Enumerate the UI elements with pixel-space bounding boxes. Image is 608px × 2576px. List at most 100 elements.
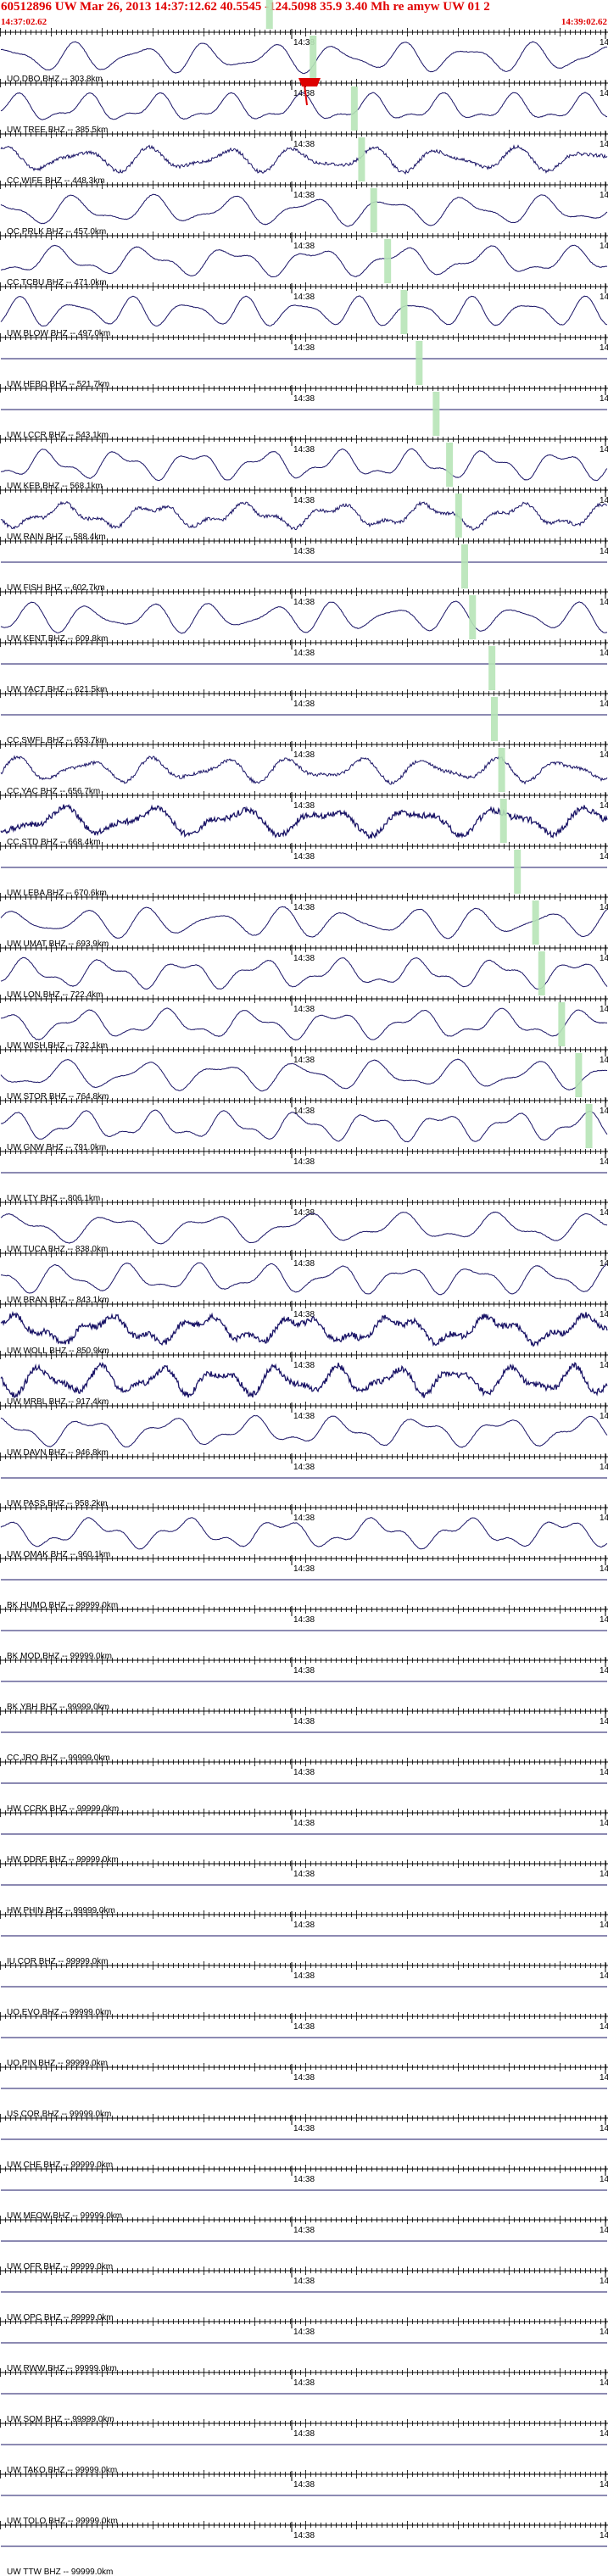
trace-ticks bbox=[0, 2012, 606, 2021]
end-time: 14:39:02.62 bbox=[561, 17, 607, 27]
station-label: CC TCBU BHZ -- 471.0km bbox=[7, 278, 107, 287]
station-label: UW OMAK BHZ -- 960.1km bbox=[7, 1550, 110, 1559]
time-label: 14:38 bbox=[293, 1208, 315, 1218]
pick-band bbox=[498, 748, 505, 792]
trace-ticks bbox=[0, 1096, 606, 1105]
time-label-right: 14 bbox=[600, 598, 608, 607]
waveform bbox=[0, 193, 608, 227]
time-label: 14:38 bbox=[293, 954, 315, 963]
time-label-right: 14 bbox=[600, 852, 608, 861]
time-label: 14:38 bbox=[293, 2022, 315, 2032]
station-label: BK YBH BHZ -- 99999.0km bbox=[7, 1703, 109, 1712]
trace-ticks bbox=[0, 1758, 606, 1766]
time-label-right: 14 bbox=[600, 2175, 608, 2184]
time-label-right: 14 bbox=[600, 2073, 608, 2083]
waveform bbox=[1, 448, 608, 482]
time-label-right: 14 bbox=[600, 1768, 608, 1777]
trace-ticks bbox=[0, 1198, 606, 1207]
time-label-right: 14 bbox=[600, 140, 608, 149]
station-label: UW HEBO BHZ -- 521.7km bbox=[7, 380, 109, 389]
time-label-right: 14 bbox=[600, 191, 608, 200]
time-label-right: 14 bbox=[600, 1056, 608, 1065]
station-label: UW FISH BHZ -- 602.7km bbox=[7, 583, 105, 593]
time-label-right: 14 bbox=[600, 1666, 608, 1676]
time-label-right: 14 bbox=[600, 1157, 608, 1167]
trace-ticks bbox=[0, 282, 606, 291]
time-label-right: 14 bbox=[600, 1564, 608, 1574]
time-label-right: 14 bbox=[600, 649, 608, 658]
time-label-right: 14 bbox=[600, 2226, 608, 2235]
time-label-right: 14 bbox=[600, 700, 608, 709]
pick-band bbox=[416, 341, 423, 385]
waveform bbox=[0, 1517, 608, 1550]
station-label: UW RAIN BHZ -- 588.4km bbox=[7, 532, 106, 542]
station-label: UW OFR BHZ -- 99999.0km bbox=[7, 2262, 113, 2272]
trace-ticks bbox=[0, 588, 606, 596]
pick-band bbox=[370, 188, 377, 232]
waveform bbox=[0, 500, 608, 532]
waveform bbox=[0, 1414, 608, 1448]
station-label: UW DAVN BHZ -- 946.8km bbox=[7, 1448, 109, 1458]
waveform bbox=[0, 244, 608, 278]
time-label-right: 14 bbox=[600, 1259, 608, 1268]
time-label: 14:38 bbox=[293, 903, 315, 912]
time-label-right: 14 bbox=[600, 1107, 608, 1116]
station-label: UW SQM BHZ -- 99999.0km bbox=[7, 2415, 114, 2424]
station-label: UW UMAT BHZ -- 693.9km bbox=[7, 940, 109, 949]
time-label: 14:38 bbox=[293, 1056, 315, 1065]
trace-ticks bbox=[0, 740, 606, 749]
trace-ticks bbox=[0, 638, 606, 647]
time-label: 14:38 bbox=[293, 2073, 315, 2083]
time-label: 14:38 bbox=[293, 191, 315, 200]
time-label-right: 14 bbox=[600, 38, 608, 47]
time-label-right: 14 bbox=[600, 1463, 608, 1472]
trace-ticks bbox=[0, 2165, 606, 2173]
station-label: UW PASS BHZ -- 958.2km bbox=[7, 1499, 108, 1508]
trace-ticks bbox=[0, 1554, 606, 1563]
waveform bbox=[0, 1109, 608, 1143]
station-label: CC JRO BHZ -- 99999.0km bbox=[7, 1754, 110, 1763]
time-label: 14:38 bbox=[293, 700, 315, 709]
station-label: UW MRBL BHZ -- 917.4km bbox=[7, 1397, 109, 1407]
time-label: 14:38 bbox=[293, 140, 315, 149]
record-header: 60512896 UW Mar 26, 2013 14:37:12.62 40.… bbox=[0, 0, 608, 32]
trace-ticks bbox=[0, 1605, 606, 1614]
station-label: HW CCRK BHZ -- 99999.0km bbox=[7, 1804, 119, 1814]
waveform bbox=[0, 956, 608, 990]
station-label: UW YACT BHZ -- 621.5km bbox=[7, 685, 107, 694]
time-label: 14:38 bbox=[293, 1768, 315, 1777]
station-label: UW OPC BHZ -- 99999.0km bbox=[7, 2313, 114, 2322]
time-label-right: 14 bbox=[600, 2378, 608, 2388]
time-label-right: 14 bbox=[600, 954, 608, 963]
time-label: 14:38 bbox=[293, 1310, 315, 1319]
pick-band bbox=[558, 1002, 566, 1046]
trace-ticks bbox=[0, 842, 606, 850]
pick-band bbox=[514, 850, 522, 894]
waveform bbox=[0, 1211, 608, 1245]
amplitude-marker bbox=[298, 78, 321, 86]
time-label-right: 14 bbox=[600, 1870, 608, 1879]
trace-ticks bbox=[0, 944, 606, 952]
time-label-right: 14 bbox=[600, 2480, 608, 2490]
time-label: 14:38 bbox=[293, 1870, 315, 1879]
time-label-right: 14 bbox=[600, 1208, 608, 1218]
trace-ticks bbox=[0, 1351, 606, 1359]
waveform bbox=[0, 755, 608, 785]
time-label: 14:38 bbox=[293, 242, 315, 251]
waveform bbox=[0, 600, 608, 634]
pick-band bbox=[538, 951, 545, 995]
station-label: UW WISH BHZ -- 732.1km bbox=[7, 1041, 108, 1051]
time-label-right: 14 bbox=[600, 445, 608, 454]
time-label: 14:38 bbox=[293, 38, 315, 47]
station-label: CC WIFE BHZ -- 448.3km bbox=[7, 176, 105, 186]
trace-ticks bbox=[0, 1503, 606, 1512]
waveform bbox=[0, 144, 608, 175]
time-label: 14:38 bbox=[293, 293, 315, 302]
time-label: 14:38 bbox=[293, 445, 315, 454]
time-label: 14:38 bbox=[293, 496, 315, 505]
station-label: CC YAC BHZ -- 656.7km bbox=[7, 787, 100, 796]
trace-ticks bbox=[0, 1147, 606, 1156]
time-label-right: 14 bbox=[600, 1310, 608, 1319]
time-label: 14:38 bbox=[293, 2480, 315, 2490]
